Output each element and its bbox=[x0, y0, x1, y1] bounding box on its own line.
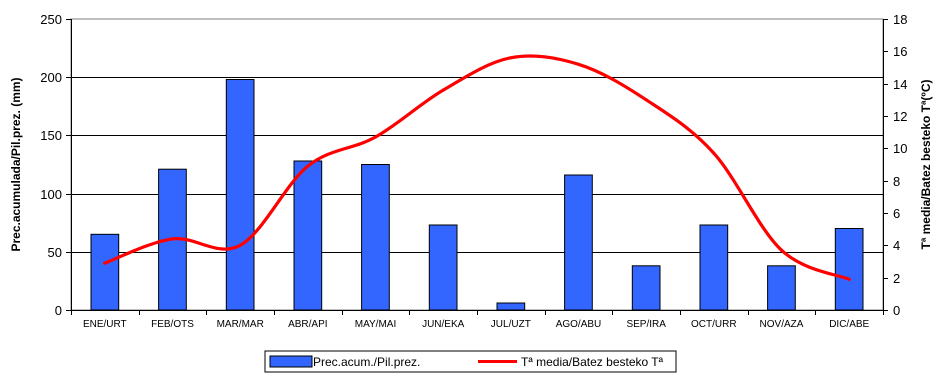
bar-dic-abe bbox=[834, 228, 864, 311]
legend: Prec.acum./Pil.prez. Tª media/Batez best… bbox=[264, 350, 677, 373]
y-tick-label: 150 bbox=[40, 128, 62, 143]
y2-tick-label: 6 bbox=[893, 206, 900, 221]
y2-tick-label: 8 bbox=[893, 174, 900, 189]
grid-lines bbox=[70, 18, 884, 311]
bar-oct-urr bbox=[699, 224, 729, 311]
y-tick-label: 100 bbox=[40, 187, 62, 202]
y2-tick-label: 12 bbox=[893, 109, 907, 124]
x-tick-label: DIC/ABE bbox=[829, 319, 869, 330]
temperature-point-abr-api bbox=[306, 164, 310, 168]
bar-nov-aza bbox=[767, 265, 796, 311]
x-tick-label: ENE/URT bbox=[83, 319, 127, 330]
y2-tick-label: 16 bbox=[893, 44, 907, 59]
y-tick-label: 200 bbox=[40, 70, 62, 85]
temperature-point-mar-mar bbox=[238, 243, 242, 247]
bar-abr-api bbox=[293, 160, 323, 311]
x-tick-label: JUL/UZT bbox=[491, 319, 531, 330]
y-tick-label: 250 bbox=[40, 12, 62, 27]
bar-jul-uzt bbox=[496, 302, 526, 311]
temperature-point-jul-uzt bbox=[509, 56, 513, 60]
bar-may-mai bbox=[361, 164, 390, 311]
tick-labels: 0 50 100 150 200 250 0 2 4 6 8 10 12 14 16 18 ENE/URT FEB… bbox=[40, 12, 907, 330]
y2-axis-title: Tª media/Batez besteko Tª(ºC) bbox=[919, 80, 933, 250]
legend-label-temperature: Tª media/Batez besteko Tª bbox=[521, 355, 664, 369]
temperature-point-ago-abu bbox=[576, 62, 581, 66]
y2-tick-label: 4 bbox=[893, 238, 900, 253]
legend-bar-swatch bbox=[269, 355, 313, 368]
temperature-line-path bbox=[103, 54, 851, 281]
y2-tick-label: 10 bbox=[893, 141, 907, 156]
plot-area-border bbox=[70, 18, 884, 311]
temperature-point-dic-abe bbox=[847, 277, 851, 281]
x-tick-label: JUN/EKA bbox=[422, 319, 465, 330]
y-axis-title: Prec.acumulada/Pil.prez. (mm) bbox=[9, 77, 23, 251]
bar-mar-mar bbox=[225, 79, 255, 311]
y2-tick-label: 0 bbox=[893, 303, 900, 318]
y2-tick-label: 14 bbox=[893, 77, 907, 92]
x-tick-label: OCT/URR bbox=[691, 319, 737, 330]
bar-sep-ira bbox=[631, 265, 661, 311]
temperature-point-feb-ots bbox=[170, 237, 175, 241]
temperature-point-nov-aza bbox=[779, 248, 784, 252]
y-tick-label: 50 bbox=[48, 245, 62, 260]
legend-box bbox=[264, 350, 677, 373]
x-tick-label: ABR/API bbox=[288, 319, 327, 330]
bar-jun-eka bbox=[428, 224, 458, 311]
x-tick-label: FEB/OTS bbox=[151, 319, 194, 330]
axes bbox=[66, 19, 888, 315]
x-tick-label: SEP/IRA bbox=[626, 319, 666, 330]
x-tick-label: MAR/MAR bbox=[217, 319, 264, 330]
y-tick-label: 0 bbox=[55, 303, 62, 318]
legend-label-precipitation: Prec.acum./Pil.prez. bbox=[313, 355, 420, 369]
temperature-point-ene-urt bbox=[103, 261, 107, 265]
temperature-point-may-mai bbox=[373, 135, 378, 139]
y2-tick-label: 18 bbox=[893, 12, 907, 27]
temperature-point-sep-ira bbox=[644, 98, 648, 102]
bar-ago-abu bbox=[564, 174, 593, 311]
y2-tick-label: 2 bbox=[893, 271, 900, 286]
temperature-line bbox=[103, 54, 851, 281]
x-tick-label: MAY/MAI bbox=[355, 319, 396, 330]
temperature-point-jun-eka bbox=[441, 88, 445, 92]
x-tick-label: NOV/AZA bbox=[760, 319, 804, 330]
x-tick-label: AGO/ABU bbox=[556, 319, 602, 330]
temperature-point-oct-urr bbox=[712, 151, 716, 155]
bar-ene-urt bbox=[90, 233, 120, 311]
